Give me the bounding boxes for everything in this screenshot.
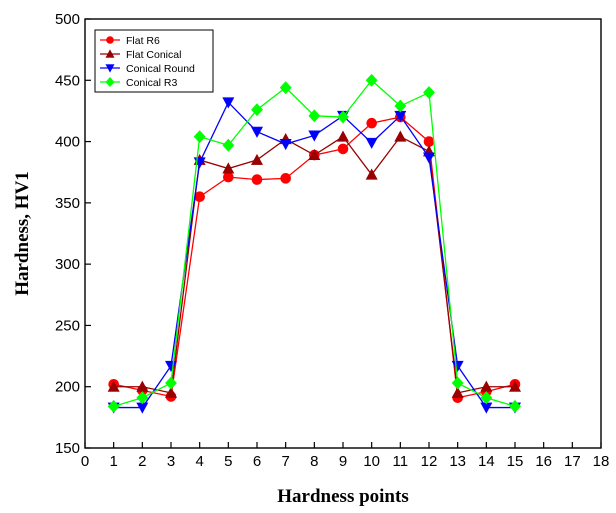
y-tick-label: 500 <box>55 11 80 28</box>
data-point <box>365 73 378 87</box>
x-axis-title: Hardness points <box>277 486 408 507</box>
x-tick-label: 1 <box>109 453 117 470</box>
data-point <box>251 103 263 117</box>
x-tick-label: 16 <box>535 453 552 470</box>
y-tick-label: 350 <box>55 195 80 212</box>
data-point <box>193 130 206 144</box>
data-point <box>222 138 235 152</box>
x-tick-label: 11 <box>393 453 409 470</box>
x-tick-label: 13 <box>449 453 466 470</box>
data-point <box>337 143 349 155</box>
series-line <box>113 79 516 407</box>
data-point <box>365 137 378 149</box>
x-tick-label: 18 <box>593 453 610 470</box>
series-layer <box>107 73 522 414</box>
x-tick-label: 4 <box>195 453 203 470</box>
data-point <box>136 391 149 405</box>
data-point <box>336 130 350 142</box>
data-point <box>280 173 291 184</box>
x-tick-label: 14 <box>478 453 495 470</box>
x-tick-label: 3 <box>167 453 175 470</box>
series-conical-round <box>107 97 522 414</box>
data-point <box>394 130 407 142</box>
data-point <box>423 136 435 147</box>
x-tick-label: 6 <box>253 453 261 470</box>
data-point <box>250 126 264 138</box>
data-point <box>480 391 493 405</box>
legend-item: Flat R6 <box>100 35 160 47</box>
data-point <box>279 81 292 95</box>
x-tick-label: 0 <box>81 453 89 470</box>
data-point <box>105 77 115 87</box>
data-point <box>308 130 321 142</box>
data-point <box>366 117 377 129</box>
data-point <box>222 97 235 109</box>
x-tick-label: 12 <box>421 453 438 470</box>
y-tick-label: 300 <box>55 256 80 273</box>
data-point <box>222 162 235 174</box>
y-tick-label: 450 <box>55 72 80 89</box>
legend-label: Conical Round <box>126 63 195 75</box>
data-point <box>107 399 120 413</box>
data-point <box>451 386 464 398</box>
data-point <box>365 168 378 180</box>
legend-item: Conical R3 <box>100 77 178 89</box>
data-point <box>394 99 407 113</box>
x-tick-label: 15 <box>507 453 524 470</box>
x-tick-label: 7 <box>281 453 289 470</box>
series-conical-r3 <box>107 73 521 413</box>
y-tick-label: 400 <box>55 134 80 151</box>
legend-label: Flat Conical <box>126 49 181 61</box>
y-tick-label: 250 <box>55 317 80 334</box>
data-point <box>509 399 521 413</box>
x-tick-label: 17 <box>564 453 581 470</box>
legend-item: Conical Round <box>100 63 195 75</box>
legend-label: Flat R6 <box>126 35 160 47</box>
legend-item: Flat Conical <box>100 49 181 61</box>
x-tick-label: 5 <box>224 453 232 470</box>
x-tick-label: 8 <box>310 453 318 470</box>
data-point <box>337 110 349 124</box>
data-point <box>508 380 522 392</box>
data-point <box>423 86 435 99</box>
data-point <box>106 36 114 44</box>
data-point <box>105 64 115 73</box>
data-point <box>308 109 321 123</box>
data-point <box>223 171 234 183</box>
data-point <box>451 360 464 373</box>
x-tick-label: 10 <box>363 453 380 470</box>
data-point <box>308 148 321 161</box>
data-point <box>422 152 436 164</box>
data-point <box>165 376 177 390</box>
data-point <box>250 153 264 165</box>
legend: Flat R6 Flat Conical Conical Round Conical … <box>94 29 214 93</box>
x-tick-label: 9 <box>339 453 347 470</box>
x-tick-label: 2 <box>138 453 146 470</box>
y-axis-title: Hardness, HV1 <box>12 171 33 296</box>
data-point <box>164 386 178 398</box>
series-flat-conical <box>107 130 522 398</box>
data-point <box>251 174 263 185</box>
axis-ticks: 0 1 2 3 4 5 6 7 8 9 10 11 12 13 14 15 16 17 18150200250300… <box>55 11 609 470</box>
y-tick-label: 200 <box>55 379 80 396</box>
data-point <box>107 380 120 392</box>
data-point <box>279 139 292 151</box>
data-point <box>105 49 115 58</box>
data-point <box>451 376 464 390</box>
y-tick-label: 150 <box>55 440 80 457</box>
legend-label: Conical R3 <box>126 77 178 89</box>
